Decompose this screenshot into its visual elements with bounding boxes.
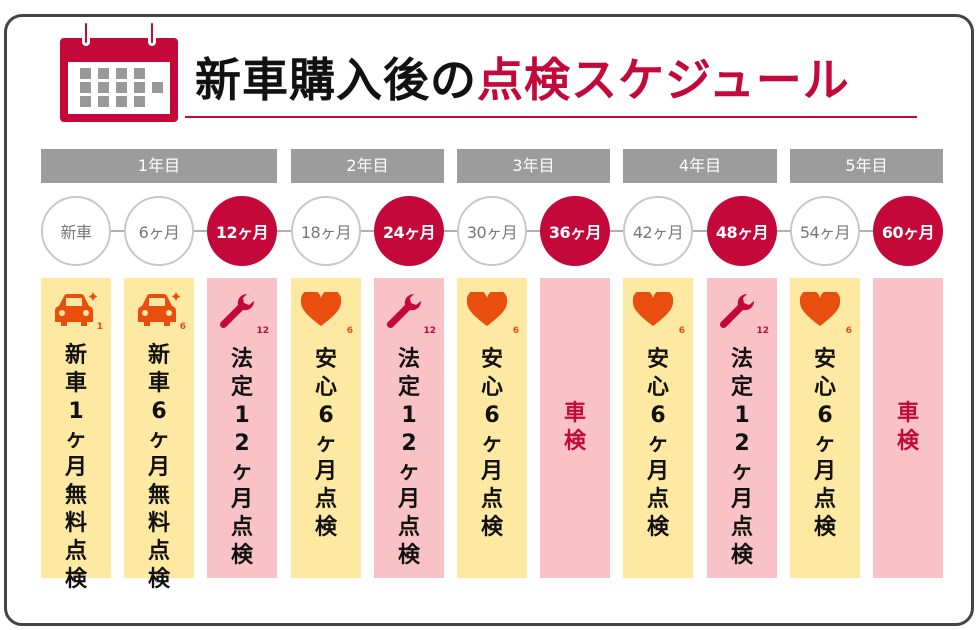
inspection-card: 6 安心6ヶ月点検 [623, 278, 693, 578]
year-header: 5年目 [790, 149, 943, 183]
inspection-card: 1 新車1ヶ月無料点検 [41, 278, 111, 592]
interval-badge: 12 [423, 326, 436, 336]
inspection-label: 安心6ヶ月点検 [480, 347, 503, 540]
milestone-circle: 60ヶ月 [873, 196, 943, 266]
inspection-card: 6 新車6ヶ月無料点検 [124, 278, 194, 592]
inspection-label: 安心6ヶ月点検 [813, 347, 836, 540]
interval-badge: 12 [756, 326, 769, 336]
interval-badge: 1 [96, 322, 103, 332]
inspection-card: 6 安心6ヶ月点検 [790, 278, 860, 578]
inspection-card: 12 法定12ヶ月点検 [207, 278, 277, 578]
inspection-label: 車検 [563, 401, 586, 454]
inspection-card: 6 安心6ヶ月点検 [291, 278, 361, 578]
inspection-card: 車検 [540, 278, 610, 578]
inspection-label: 法定12ヶ月点検 [397, 347, 420, 568]
page-title: 新車購入後の点検スケジュール [195, 50, 850, 110]
interval-badge: 6 [678, 326, 685, 336]
year-header: 1年目 [41, 149, 277, 183]
year-header: 4年目 [623, 149, 777, 183]
year-header: 3年目 [457, 149, 610, 183]
year-header: 2年目 [291, 149, 444, 183]
milestone-circle: 36ヶ月 [540, 196, 610, 266]
heart-icon: 6 [466, 289, 519, 336]
inspection-card: 12 法定12ヶ月点検 [374, 278, 444, 578]
wrench-icon: 12 [217, 292, 269, 336]
inspection-label: 法定12ヶ月点検 [730, 347, 753, 568]
inspection-card: 6 安心6ヶ月点検 [457, 278, 527, 578]
milestone-circle: 6ヶ月 [124, 196, 194, 266]
car-icon: 6 [134, 292, 186, 332]
wrench-icon: 12 [717, 292, 769, 336]
inspection-label: 車検 [896, 401, 919, 454]
milestone-circle: 18ヶ月 [291, 196, 361, 266]
title-underline [185, 116, 917, 118]
inspection-card: 車検 [873, 278, 943, 578]
inspection-label: 法定12ヶ月点検 [230, 347, 253, 568]
milestone-circle: 24ヶ月 [374, 196, 444, 266]
interval-badge: 6 [179, 322, 186, 332]
milestone-circle: 30ヶ月 [457, 196, 527, 266]
inspection-label: 安心6ヶ月点検 [314, 347, 337, 540]
inspection-label: 新車1ヶ月無料点検 [64, 343, 87, 592]
calendar-icon [60, 20, 178, 122]
milestone-circle: 48ヶ月 [707, 196, 777, 266]
milestone-circle: 新車 [41, 196, 111, 266]
inspection-label: 新車6ヶ月無料点検 [147, 343, 170, 592]
heart-icon: 6 [300, 289, 353, 336]
interval-badge: 12 [256, 326, 269, 336]
inspection-card: 12 法定12ヶ月点検 [707, 278, 777, 578]
title-main: 新車購入後の [195, 53, 477, 107]
interval-badge: 6 [845, 326, 852, 336]
milestone-circle: 42ヶ月 [623, 196, 693, 266]
interval-badge: 6 [512, 326, 519, 336]
title-accent: 点検スケジュール [477, 53, 850, 107]
heart-icon: 6 [799, 289, 852, 336]
milestone-circle: 12ヶ月 [207, 196, 277, 266]
interval-badge: 6 [346, 326, 353, 336]
milestone-circle: 54ヶ月 [790, 196, 860, 266]
wrench-icon: 12 [384, 292, 436, 336]
heart-icon: 6 [632, 289, 685, 336]
inspection-label: 安心6ヶ月点検 [646, 347, 669, 540]
car-icon: 1 [51, 292, 103, 332]
